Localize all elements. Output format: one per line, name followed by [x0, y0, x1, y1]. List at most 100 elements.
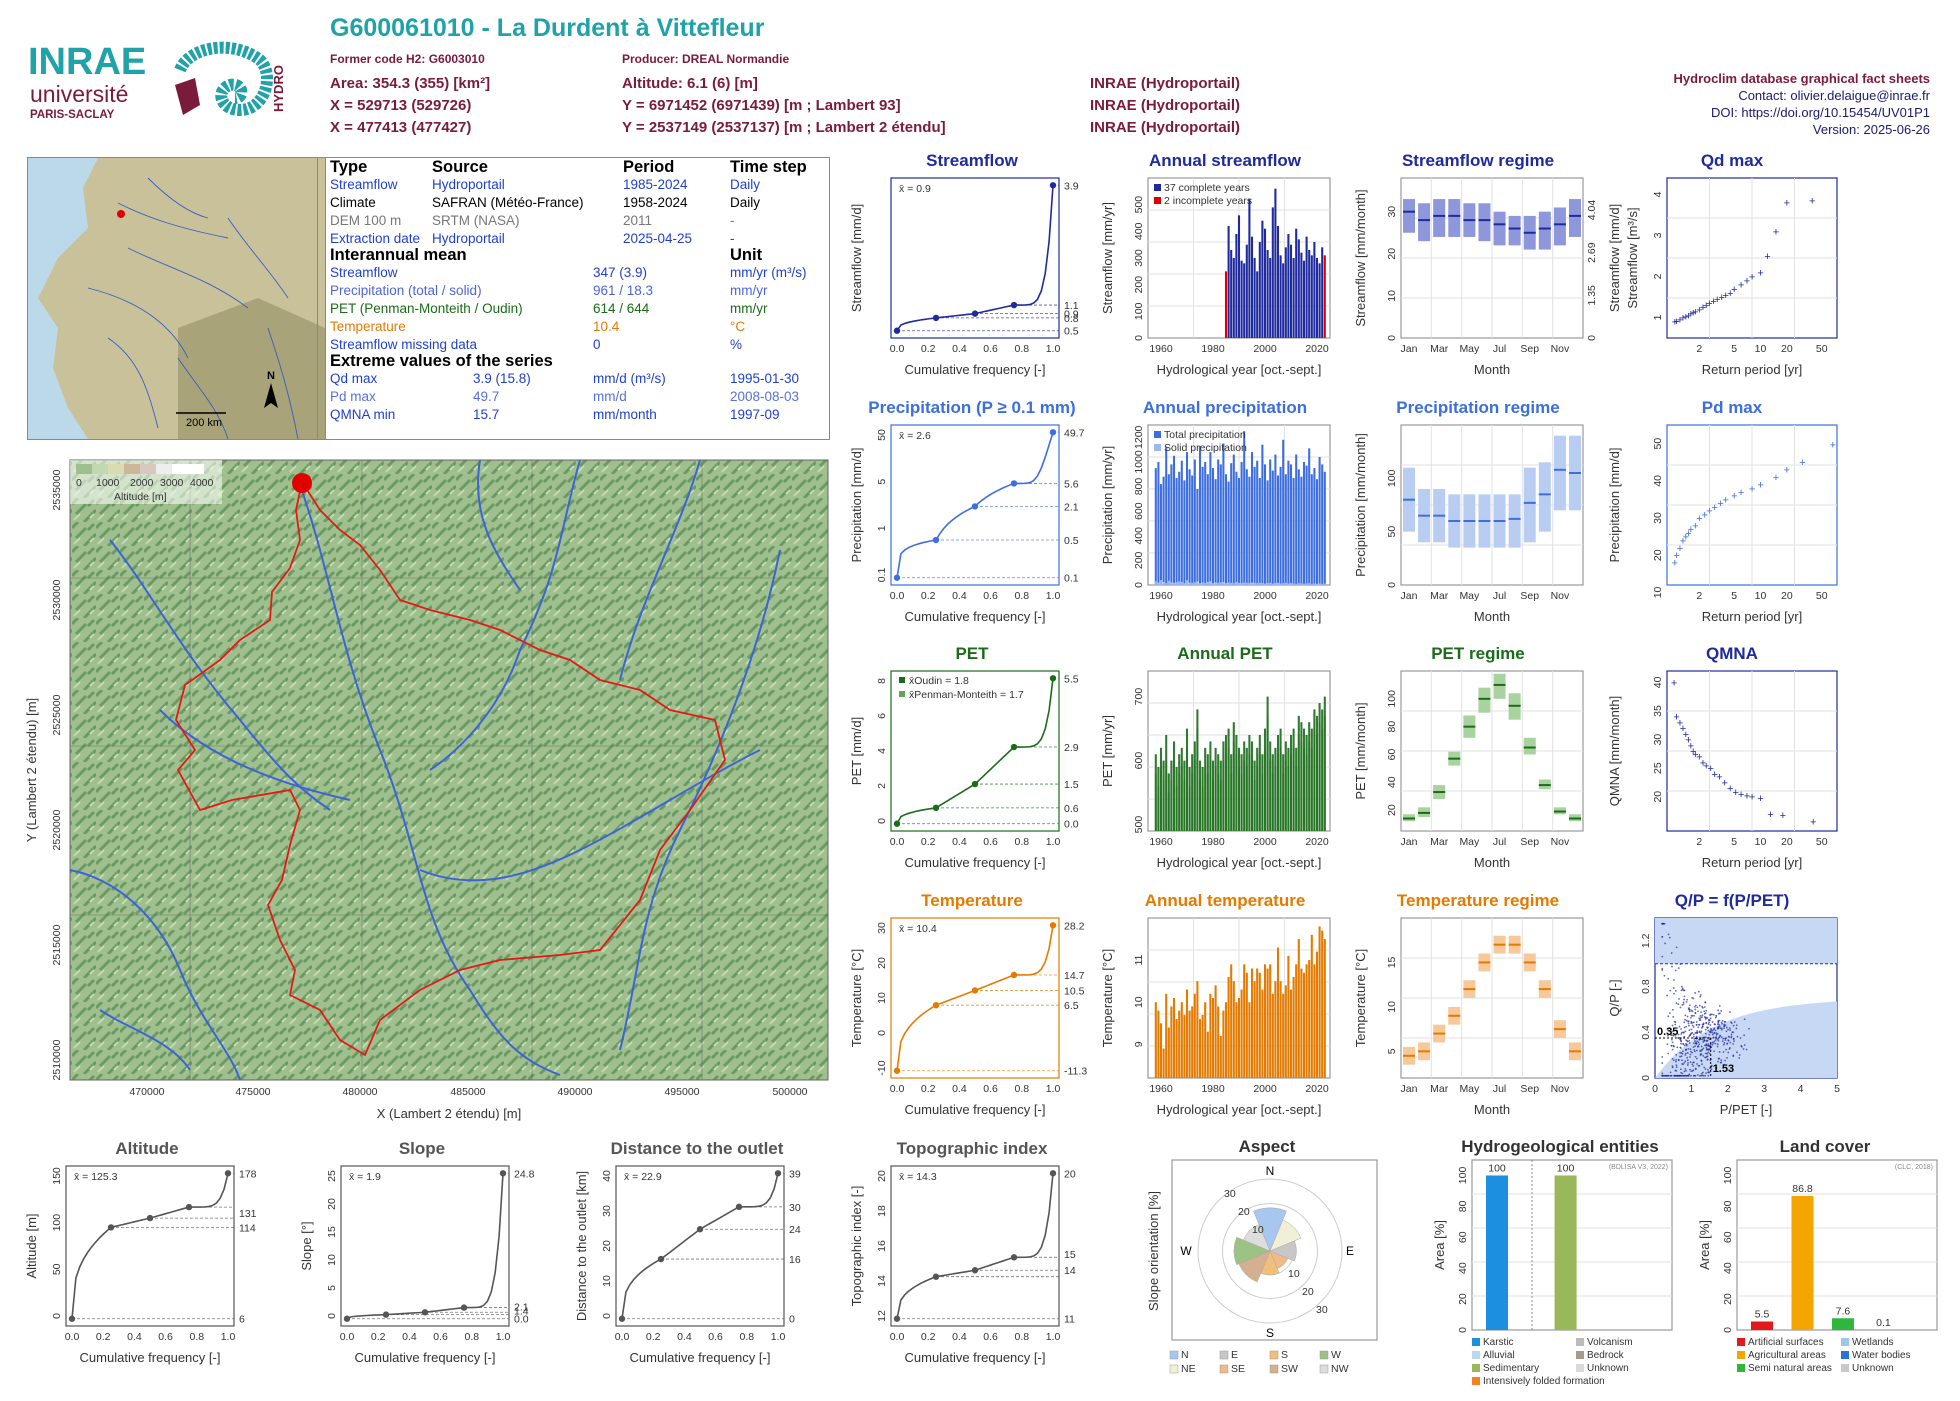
legend-label: NE: [1181, 1363, 1196, 1375]
qp-point: [1661, 1073, 1663, 1075]
bar: [1319, 926, 1321, 1078]
svg-text:490000: 490000: [557, 1086, 592, 1098]
qp-point: [1708, 1045, 1710, 1047]
qp-point: [1675, 990, 1677, 992]
qp-point: [1680, 1028, 1682, 1030]
qp-point: [1694, 1040, 1696, 1042]
bar: [1316, 952, 1318, 1078]
x-tick-label: 5: [1834, 1083, 1840, 1095]
source-1: INRAE (Hydroportail): [1090, 75, 1240, 92]
bar: [1178, 1011, 1180, 1078]
qp-point: [1738, 1057, 1740, 1059]
x-tick-label: Jul: [1493, 836, 1506, 848]
qp-point: [1705, 1043, 1707, 1045]
y-tick-label: 35: [1652, 705, 1664, 717]
cdf-point: [972, 781, 978, 787]
bar-solid: [1300, 584, 1302, 585]
qp-point: [1699, 1050, 1701, 1052]
qp-point: [1715, 1015, 1717, 1017]
qp-point: [1669, 937, 1671, 939]
bar: [1274, 748, 1276, 831]
bar: [1251, 741, 1253, 831]
bar-solid: [1220, 582, 1222, 585]
qp-point: [1704, 1075, 1706, 1077]
bar: [1173, 456, 1175, 585]
qp-point: [1700, 1032, 1702, 1034]
qp-point: [1701, 1039, 1703, 1041]
bar-solid: [1321, 584, 1323, 585]
bar: [1267, 250, 1269, 338]
x-tick-label: Sep: [1520, 590, 1539, 602]
cdf-point: [894, 1068, 900, 1074]
qp-point: [1704, 1006, 1706, 1008]
svg-text:3000: 3000: [160, 477, 184, 489]
y-tick-label: 0: [1457, 1327, 1469, 1333]
x-tick-label: 0.0: [890, 343, 905, 355]
rose-tick: 30: [1224, 1188, 1236, 1200]
y-tick-label: 100: [1386, 469, 1398, 487]
x-axis-label: Cumulative frequency [-]: [905, 1102, 1046, 1117]
qp-point: [1675, 1054, 1677, 1056]
bar: [1176, 1019, 1178, 1078]
bar: [1168, 773, 1170, 831]
y-tick-label: 5: [876, 479, 888, 485]
qp-point: [1688, 1073, 1690, 1075]
qp-point: [1707, 1072, 1709, 1074]
mean-label: x̄ = 1.9: [349, 1171, 381, 1183]
bar-solid: [1204, 583, 1206, 585]
qp-point: [1675, 970, 1677, 972]
bar: [1220, 761, 1222, 831]
qp-point: [1664, 943, 1666, 945]
bar-solid: [1259, 583, 1261, 585]
right-tick-label: 15: [1064, 1249, 1076, 1261]
right-tick-label: 16: [789, 1254, 801, 1266]
qp-point: [1680, 1040, 1682, 1042]
qp-point: [1712, 1042, 1714, 1044]
x-tick-label: 0.4: [952, 590, 967, 602]
x-tick-label: 0.2: [921, 590, 936, 602]
bar: [1183, 480, 1185, 585]
qp-point: [1733, 1025, 1735, 1027]
x-tick-label: Jan: [1401, 343, 1418, 355]
y-tick-label: 40: [601, 1170, 613, 1182]
rp-point: +: [1810, 816, 1816, 828]
x-tick-label: 0.6: [708, 1331, 723, 1343]
legend-swatch: [1841, 1351, 1849, 1359]
cdf-point: [1011, 1254, 1017, 1260]
qp-point: [1705, 1010, 1707, 1012]
qp-point: [1717, 1043, 1719, 1045]
right-tick-label: 49.7: [1064, 427, 1085, 439]
y-tick-label: 1: [1652, 314, 1664, 320]
cdf-point: [775, 1170, 781, 1176]
x-tick-label: Nov: [1551, 343, 1570, 355]
bar: [1246, 748, 1248, 831]
bar: [1264, 729, 1266, 831]
qp-point: [1717, 1046, 1719, 1048]
area: Area: 354.3 (355) [km²]: [330, 75, 490, 92]
bar-solid: [1243, 583, 1245, 585]
bar: [1215, 479, 1217, 585]
qp-point: [1696, 1032, 1698, 1034]
bar-value-label: 5.5: [1755, 1309, 1770, 1321]
rp-point: +: [1830, 440, 1836, 452]
bar: [1228, 977, 1230, 1078]
qp-point: [1709, 1014, 1711, 1016]
rp-point: +: [1731, 491, 1737, 503]
qp-point: [1688, 1036, 1690, 1038]
legend-swatch: [1220, 1351, 1228, 1359]
y-axis-label: Temperature [°C]: [1353, 949, 1368, 1047]
x-tick-label: 0.8: [189, 1331, 204, 1343]
right-tick-label: 0.0: [514, 1314, 529, 1326]
x-tick-label: 2: [1696, 836, 1702, 848]
qp-point: [1676, 1046, 1678, 1048]
right-tick-label: 131: [239, 1208, 257, 1220]
x-tick-label: 0.4: [677, 1331, 692, 1343]
qp-point: [1702, 1026, 1704, 1028]
qp-point: [1697, 1026, 1699, 1028]
bar: [1241, 261, 1243, 338]
x-tick-label: 0.4: [127, 1331, 142, 1343]
legend-label: W: [1331, 1349, 1341, 1361]
x-lambert2: X = 477413 (477427): [330, 119, 471, 136]
qp-point: [1730, 1037, 1732, 1039]
